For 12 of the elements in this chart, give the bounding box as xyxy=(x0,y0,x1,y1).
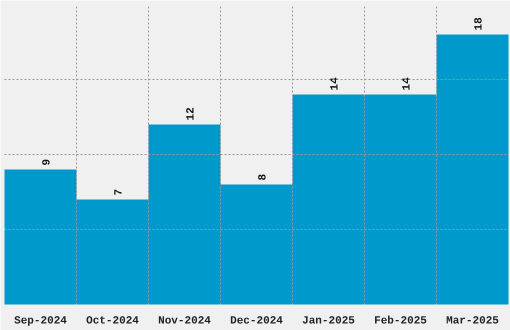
x-tick-label: Jan-2025 xyxy=(302,316,356,328)
data-label: 8 xyxy=(258,174,270,180)
x-tick-label: Nov-2024 xyxy=(158,316,212,328)
data-label: 9 xyxy=(42,158,54,166)
x-tick-label: Feb-2025 xyxy=(374,316,428,328)
x-tick-label: Dec-2024 xyxy=(230,316,284,328)
x-tick-label: Oct-2024 xyxy=(86,316,140,328)
data-label: 18 xyxy=(474,16,486,30)
data-label: 7 xyxy=(114,188,126,196)
data-label: 12 xyxy=(186,107,198,120)
x-tick-label: Sep-2024 xyxy=(14,316,68,328)
x-tick-label: Mar-2025 xyxy=(446,316,500,328)
